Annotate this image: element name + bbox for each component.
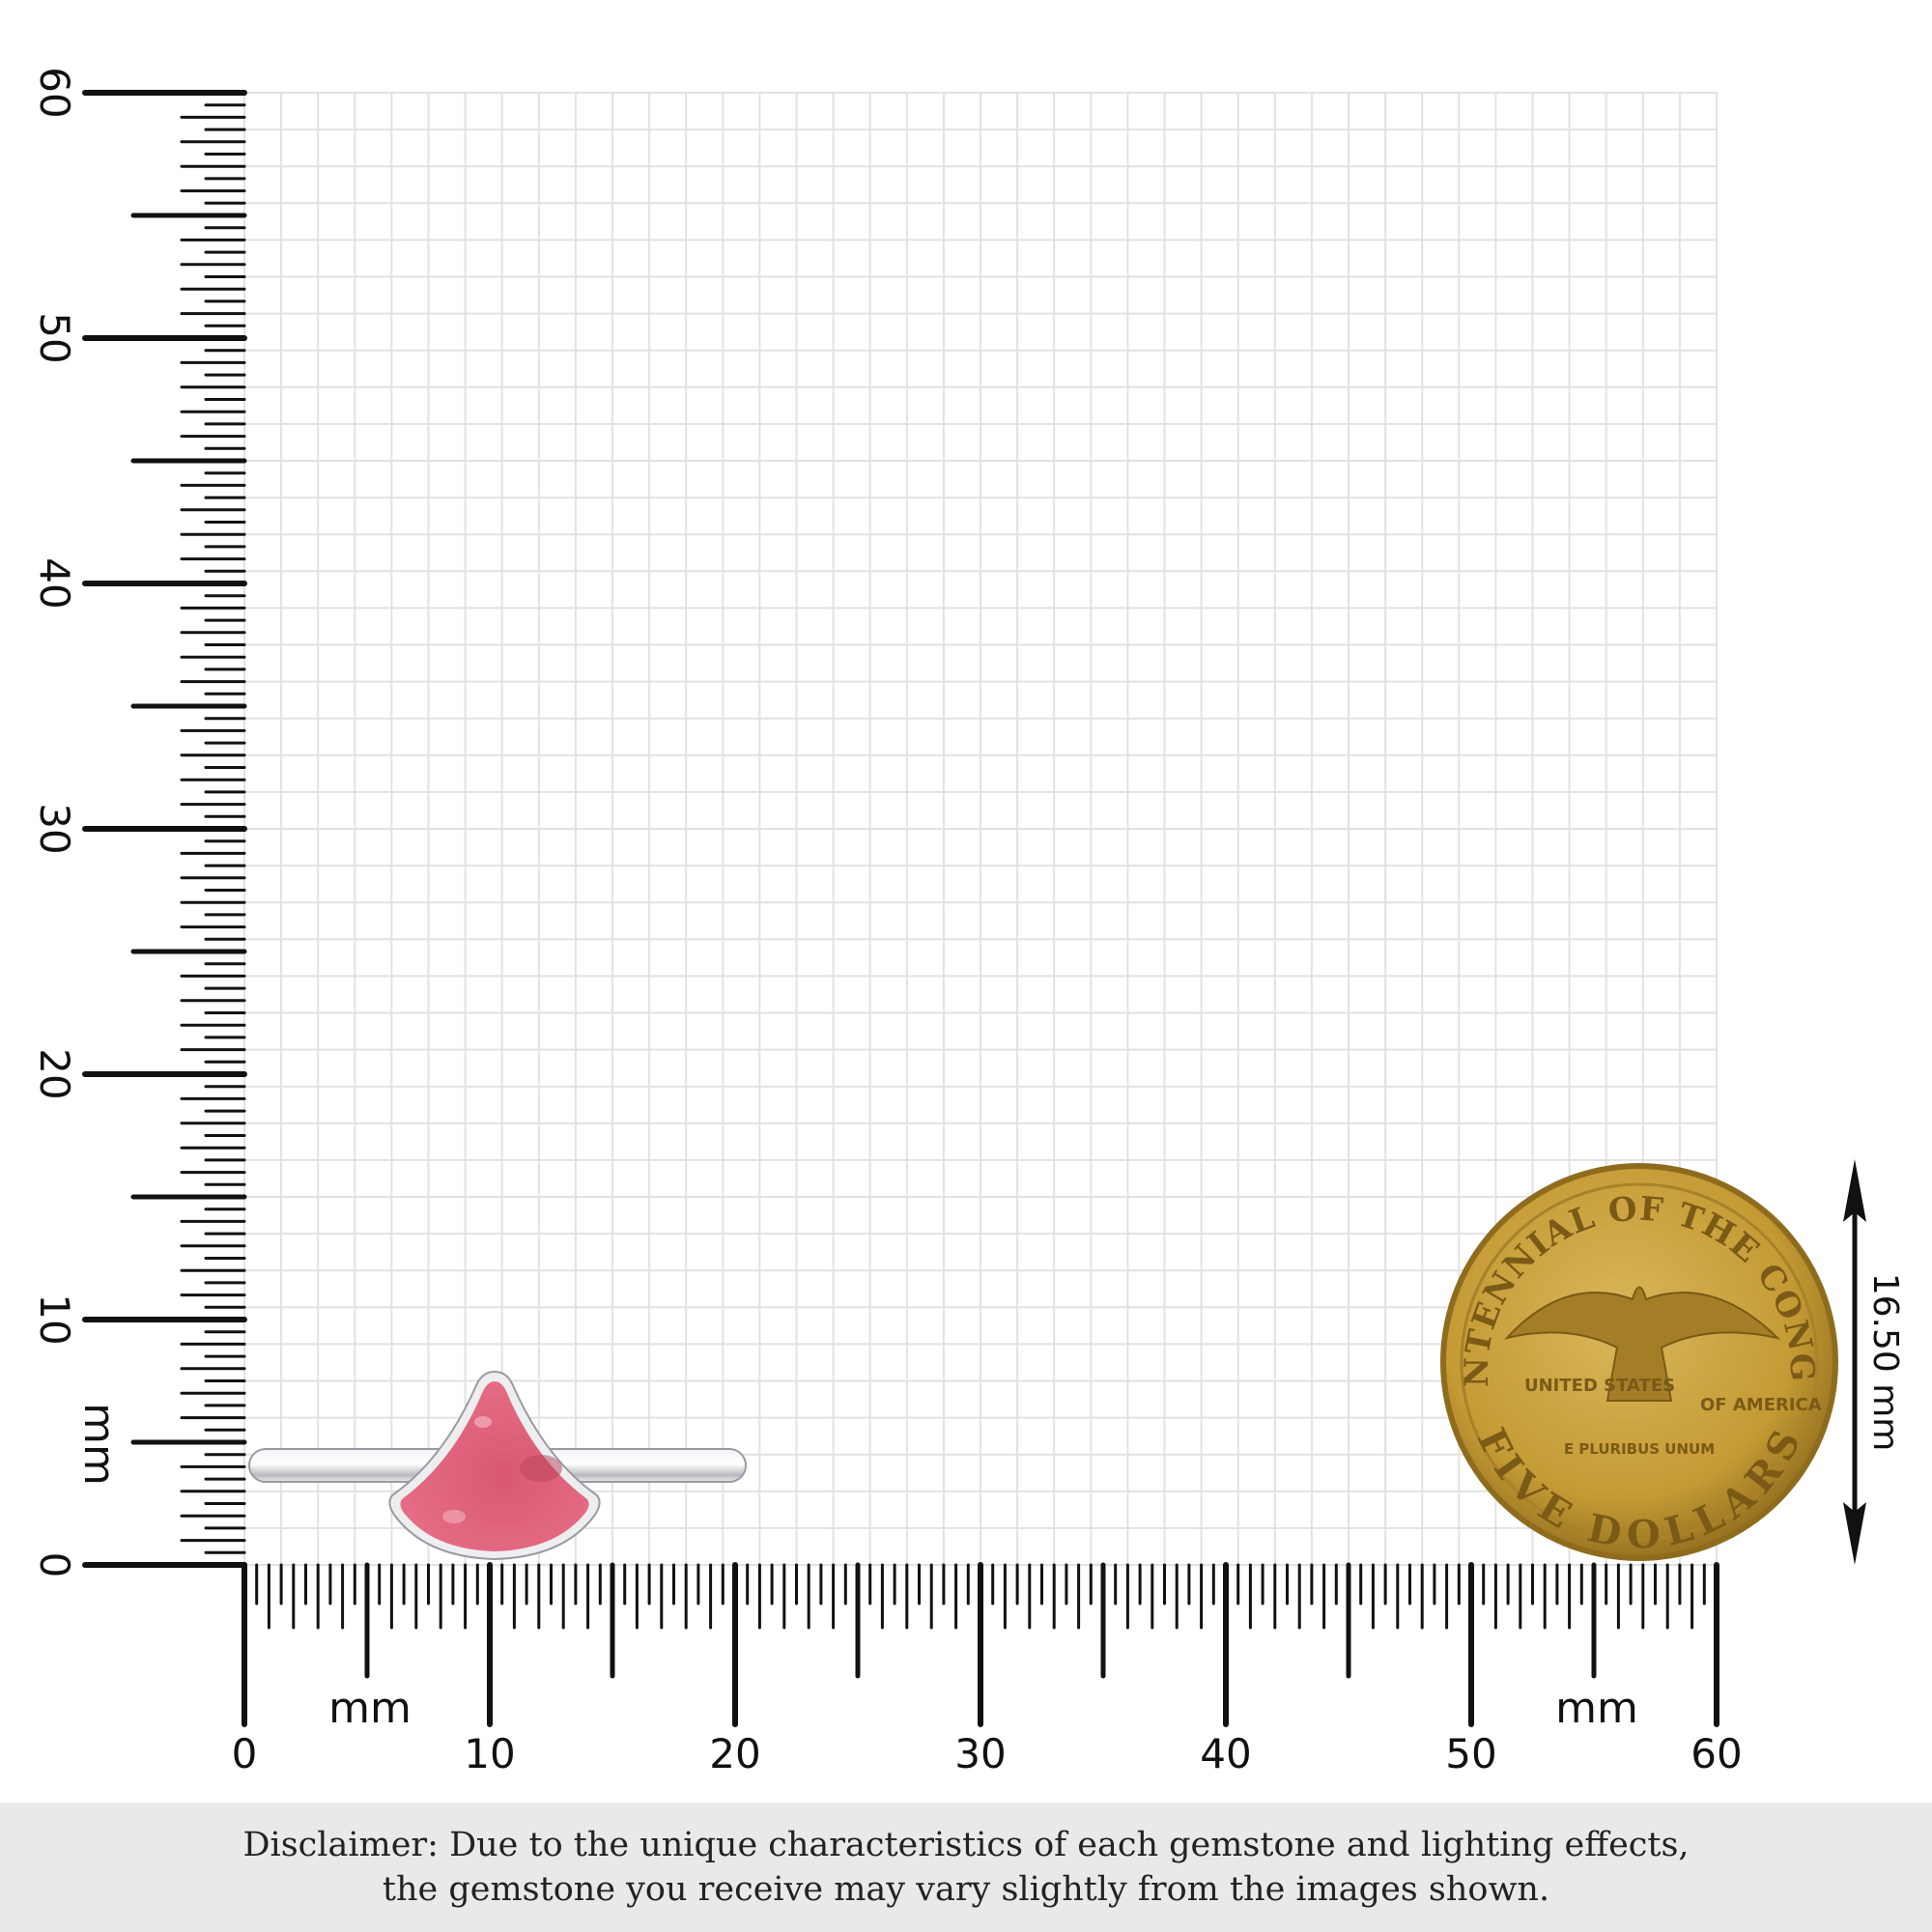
arrow-up-icon (1843, 1159, 1866, 1222)
left-ruler-label: 60 (31, 67, 78, 118)
eagle-icon (1504, 1286, 1781, 1402)
left-ruler-label: 40 (31, 557, 78, 609)
coin-top-text: BICENTENNIAL OF THE CONGRESS (0, 0, 1820, 1387)
disclaimer: Disclaimer: Due to the unique characteri… (0, 1803, 1932, 1932)
bottom-ruler-label: 30 (954, 1730, 1006, 1777)
bottom-ruler-unit-left: mm (328, 1684, 412, 1733)
svg-text:BICENTENNIAL OF THE CONGRESS: BICENTENNIAL OF THE CONGRESS (0, 0, 1820, 1387)
diameter-label: 16.50 mm (1865, 1273, 1905, 1452)
coin-reference: BICENTENNIAL OF THE CONGRESS FIVE DOLLAR… (0, 0, 1838, 1561)
left-ruler-label: 50 (31, 312, 78, 363)
left-ruler-unit: mm (74, 1403, 124, 1486)
left-ruler-label: 10 (31, 1293, 78, 1345)
bottom-ruler-label: 10 (464, 1730, 515, 1777)
ring-image (248, 1370, 747, 1561)
arrow-down-icon (1843, 1502, 1866, 1565)
rulers: 0 10 20 30 40 50 60 0 10 20 30 40 50 60 (31, 67, 1743, 1777)
diameter-dimension: 16.50 mm (1843, 1159, 1905, 1565)
coin-motto: E PLURIBUS UNUM (1564, 1440, 1715, 1458)
left-ruler-label: 30 (31, 803, 78, 854)
gemstone (400, 1381, 589, 1551)
disclaimer-line-2: the gemstone you receive may vary slight… (382, 1870, 1550, 1909)
bottom-ruler-unit-right: mm (1555, 1684, 1638, 1733)
coin-right-text: OF AMERICA (1700, 1395, 1822, 1415)
left-ruler-label: 0 (31, 1552, 78, 1578)
bottom-ruler-label: 60 (1690, 1730, 1742, 1777)
coin-left-text: UNITED STATES (1524, 1376, 1675, 1396)
bottom-ruler-label: 40 (1200, 1730, 1251, 1777)
bottom-ruler-label: 20 (709, 1730, 760, 1777)
disclaimer-line-1: Disclaimer: Due to the unique characteri… (242, 1826, 1690, 1864)
bottom-ruler-label: 0 (232, 1730, 258, 1777)
bottom-ruler-label: 50 (1445, 1730, 1496, 1777)
left-ruler-label: 20 (31, 1048, 78, 1099)
